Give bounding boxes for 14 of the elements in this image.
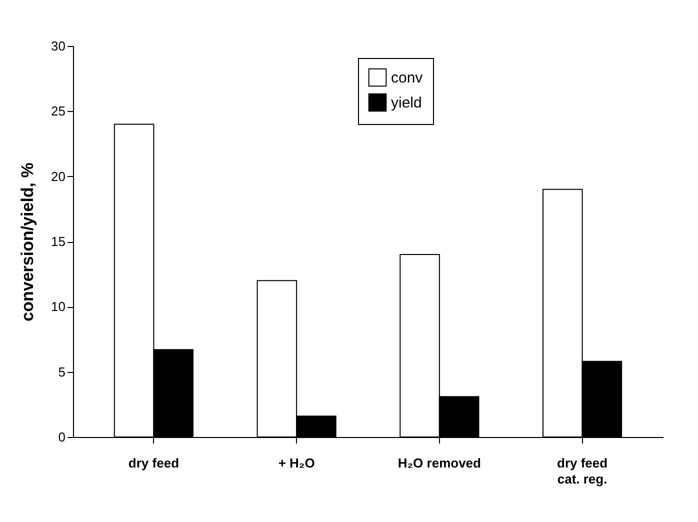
y-tick-label: 15 (51, 234, 66, 249)
y-tick-label: 5 (58, 364, 66, 380)
x-tick-label: H₂O removed (398, 456, 482, 470)
legend-label: yield (391, 94, 422, 112)
x-tick-label: + H₂O (278, 456, 315, 470)
y-tick-label: 0 (58, 430, 66, 444)
y-tick-label: 10 (51, 299, 66, 314)
y-tick-label: 30 (51, 38, 66, 54)
y-tick-label: 25 (51, 104, 66, 119)
y-tick-label: 20 (51, 168, 66, 184)
legend-label: conv (391, 70, 424, 86)
x-tick-label: dry feed (128, 456, 180, 470)
y-axis-title: conversion/yield, % (18, 162, 38, 322)
x-tick-label: dry feed cat. reg. (556, 456, 608, 486)
